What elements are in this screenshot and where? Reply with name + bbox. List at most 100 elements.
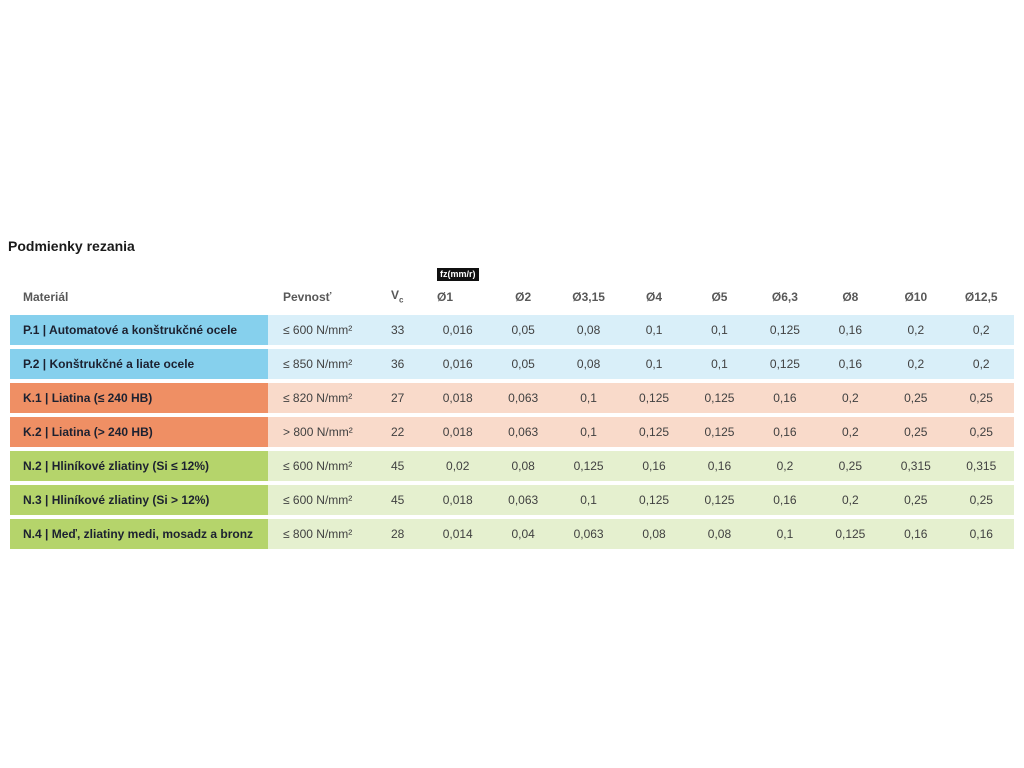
fz-value-cell: 0,05 [490, 315, 556, 345]
fz-value-cell: 0,25 [883, 383, 949, 413]
material-cell: P.2 | Konštrukčné a liate ocele [10, 349, 268, 379]
header-diameter-9: Ø12,5 [949, 266, 1015, 311]
header-diameter-5: Ø5 [687, 266, 752, 311]
table-row-p.2: P.2 | Konštrukčné a liate ocele ≤ 850 N/m… [10, 349, 1014, 379]
table-row-k.1: K.1 | Liatina (≤ 240 HB) ≤ 820 N/mm² 27 0,0… [10, 383, 1014, 413]
header-diameter-6: Ø6,3 [752, 266, 817, 311]
fz-value-cell: 0,063 [490, 485, 556, 515]
fz-value-cell: 0,16 [752, 485, 818, 515]
material-cell: N.2 | Hliníkové zliatiny (Si ≤ 12%) [10, 451, 268, 481]
fz-value-cell: 0,125 [752, 349, 818, 379]
fz-value-cell: 0,2 [883, 349, 949, 379]
diameter-label: Ø5 [711, 290, 728, 304]
vc-label: V [391, 287, 400, 302]
header-vc: Vc [381, 266, 425, 311]
fz-value-cell: 0,16 [752, 383, 818, 413]
vc-subscript: c [399, 295, 404, 304]
vc-cell: 45 [381, 485, 425, 515]
fz-value-cell: 0,014 [425, 519, 491, 549]
fz-value-cell: 0,016 [425, 315, 491, 345]
vc-cell: 45 [381, 451, 425, 481]
fz-value-cell: 0,16 [817, 349, 884, 379]
fz-value-cell: 0,25 [817, 451, 884, 481]
fz-value-cell: 0,16 [752, 417, 818, 447]
fz-value-cell: 0,16 [817, 315, 884, 345]
diameter-label: Ø1 [437, 290, 454, 304]
fz-value-cell: 0,2 [817, 383, 884, 413]
fz-value-cell: 0,018 [425, 485, 491, 515]
fz-unit-badge: fz(mm/r) [437, 268, 479, 281]
diameter-label: Ø10 [904, 290, 928, 304]
strength-cell: > 800 N/mm² [268, 417, 381, 447]
fz-value-cell: 0,1 [686, 315, 753, 345]
cutting-conditions-table: Materiál Pevnosť Vc fz(mm/r) Ø1 Ø2 Ø3,15 Ø4 Ø… [10, 262, 1014, 553]
fz-value-cell: 0,063 [490, 383, 556, 413]
fz-value-cell: 0,2 [948, 315, 1014, 345]
strength-cell: ≤ 600 N/mm² [268, 315, 381, 345]
fz-value-cell: 0,25 [948, 417, 1014, 447]
fz-value-cell: 0,05 [490, 349, 556, 379]
material-cell: K.1 | Liatina (≤ 240 HB) [10, 383, 268, 413]
fz-value-cell: 0,25 [948, 485, 1014, 515]
fz-value-cell: 0,16 [621, 451, 687, 481]
header-diameter-8: Ø10 [883, 266, 948, 311]
header-diameter-1: fz(mm/r) Ø1 [425, 266, 490, 311]
fz-value-cell: 0,125 [817, 519, 884, 549]
fz-value-cell: 0,25 [948, 383, 1014, 413]
header-strength: Pevnosť [283, 290, 332, 304]
fz-value-cell: 0,08 [555, 315, 622, 345]
fz-value-cell: 0,016 [425, 349, 491, 379]
fz-value-cell: 0,063 [490, 417, 556, 447]
material-cell: N.3 | Hliníkové zliatiny (Si > 12%) [10, 485, 268, 515]
vc-cell: 27 [381, 383, 425, 413]
fz-value-cell: 0,125 [686, 417, 753, 447]
fz-value-cell: 0,2 [752, 451, 818, 481]
fz-value-cell: 0,315 [883, 451, 949, 481]
fz-value-cell: 0,125 [621, 485, 687, 515]
strength-cell: ≤ 800 N/mm² [268, 519, 381, 549]
strength-cell: ≤ 850 N/mm² [268, 349, 381, 379]
material-cell: P.1 | Automatové a konštrukčné ocele [10, 315, 268, 345]
table-row-k.2: K.2 | Liatina (> 240 HB) > 800 N/mm² 22 0,0… [10, 417, 1014, 447]
diameter-label: Ø2 [515, 290, 532, 304]
fz-value-cell: 0,125 [621, 383, 687, 413]
table-body: P.1 | Automatové a konštrukčné ocele ≤ 60… [10, 315, 1014, 549]
header-diameter-7: Ø8 [818, 266, 883, 311]
fz-value-cell: 0,04 [490, 519, 556, 549]
fz-value-cell: 0,1 [621, 315, 687, 345]
fz-value-cell: 0,125 [686, 383, 753, 413]
vc-cell: 33 [381, 315, 425, 345]
header-material: Materiál [23, 290, 69, 304]
diameter-label: Ø8 [842, 290, 859, 304]
fz-value-cell: 0,2 [948, 349, 1014, 379]
fz-value-cell: 0,063 [555, 519, 622, 549]
header-row: Materiál Pevnosť Vc fz(mm/r) Ø1 Ø2 Ø3,15 Ø4 Ø… [10, 266, 1014, 311]
fz-value-cell: 0,1 [555, 417, 622, 447]
vc-cell: 22 [381, 417, 425, 447]
fz-value-cell: 0,018 [425, 417, 491, 447]
fz-value-cell: 0,1 [686, 349, 753, 379]
fz-value-cell: 0,16 [686, 451, 753, 481]
table-row-p.1: P.1 | Automatové a konštrukčné ocele ≤ 60… [10, 315, 1014, 345]
table-row-n.2: N.2 | Hliníkové zliatiny (Si ≤ 12%) ≤ 600… [10, 451, 1014, 481]
diameter-label: Ø4 [646, 290, 663, 304]
table-row-n.4: N.4 | Meď, zliatiny medi, mosadz a bronz… [10, 519, 1014, 549]
fz-value-cell: 0,1 [555, 383, 622, 413]
fz-value-cell: 0,02 [425, 451, 491, 481]
fz-value-cell: 0,25 [883, 417, 949, 447]
fz-value-cell: 0,018 [425, 383, 491, 413]
fz-value-cell: 0,25 [883, 485, 949, 515]
fz-value-cell: 0,08 [686, 519, 753, 549]
fz-value-cell: 0,125 [686, 485, 753, 515]
fz-value-cell: 0,125 [621, 417, 687, 447]
vc-cell: 28 [381, 519, 425, 549]
fz-value-cell: 0,2 [817, 417, 884, 447]
strength-cell: ≤ 600 N/mm² [268, 485, 381, 515]
fz-value-cell: 0,125 [752, 315, 818, 345]
diameter-label: Ø12,5 [964, 290, 998, 304]
diameter-label: Ø3,15 [572, 290, 605, 304]
fz-value-cell: 0,1 [621, 349, 687, 379]
fz-value-cell: 0,1 [752, 519, 818, 549]
strength-cell: ≤ 600 N/mm² [268, 451, 381, 481]
